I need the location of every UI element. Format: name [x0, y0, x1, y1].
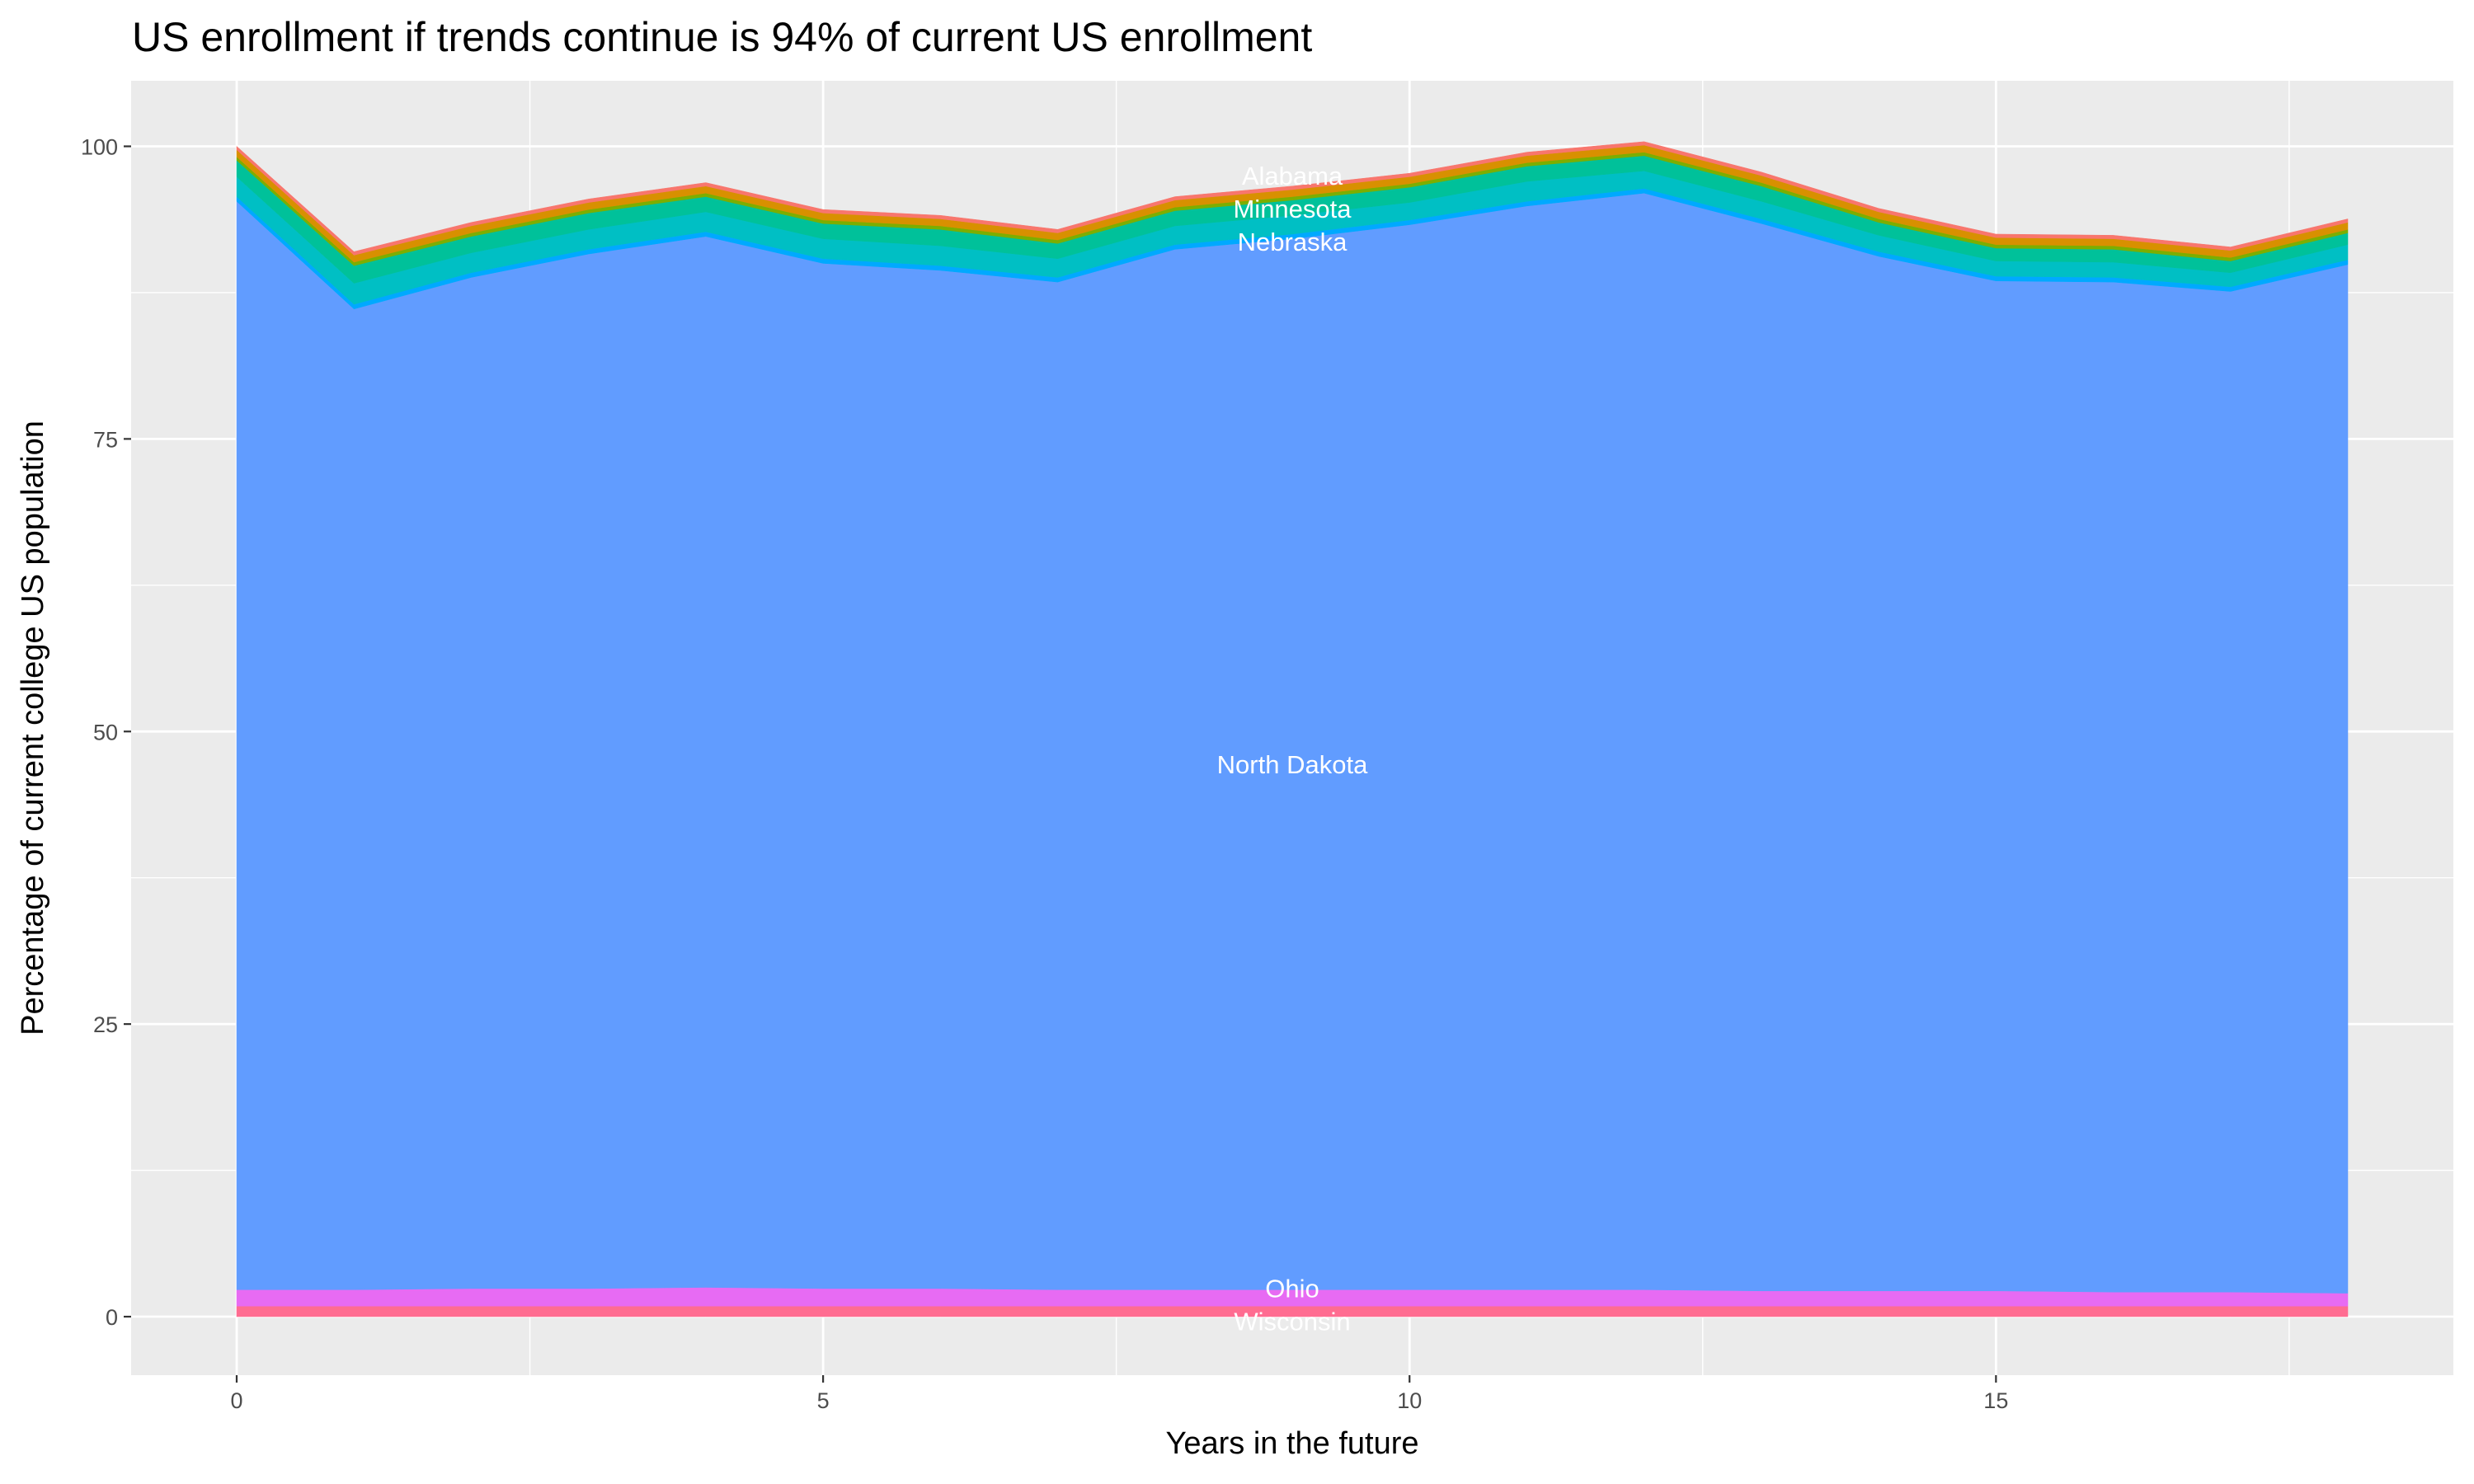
- x-axis-title: Years in the future: [1165, 1426, 1418, 1461]
- x-tick-label: 15: [1983, 1388, 2008, 1413]
- area-label-nebraska: Nebraska: [1238, 228, 1348, 256]
- y-tick-label: 25: [93, 1012, 118, 1037]
- area-series-8: [236, 141, 2349, 256]
- area-north-dakota: [236, 193, 2349, 1294]
- area-label-north-dakota: North Dakota: [1217, 750, 1368, 779]
- chart-title: US enrollment if trends continue is 94% …: [132, 14, 1312, 60]
- y-tick-label: 100: [81, 134, 118, 159]
- x-tick-label: 10: [1397, 1388, 1422, 1413]
- y-tick-label: 50: [93, 720, 118, 744]
- y-tick-label: 0: [106, 1305, 118, 1330]
- area-label-ohio: Ohio: [1265, 1274, 1319, 1303]
- axes: 0 5 10 15 0 25 50 75 100: [81, 134, 2008, 1413]
- x-tick-label: 0: [230, 1388, 242, 1413]
- area-label-wisconsin: Wisconsin: [1234, 1307, 1350, 1336]
- y-tick-label: 75: [93, 427, 118, 452]
- area-labels: Wisconsin Ohio North Dakota Nebraska Minneso…: [1217, 162, 1368, 1336]
- y-axis-title: Percentage of current college US populat…: [16, 420, 50, 1036]
- area-label-minnesota: Minnesota: [1233, 195, 1352, 223]
- x-tick-label: 5: [817, 1388, 830, 1413]
- area-label-alabama: Alabama: [1242, 162, 1343, 190]
- area-series: [236, 141, 2349, 1317]
